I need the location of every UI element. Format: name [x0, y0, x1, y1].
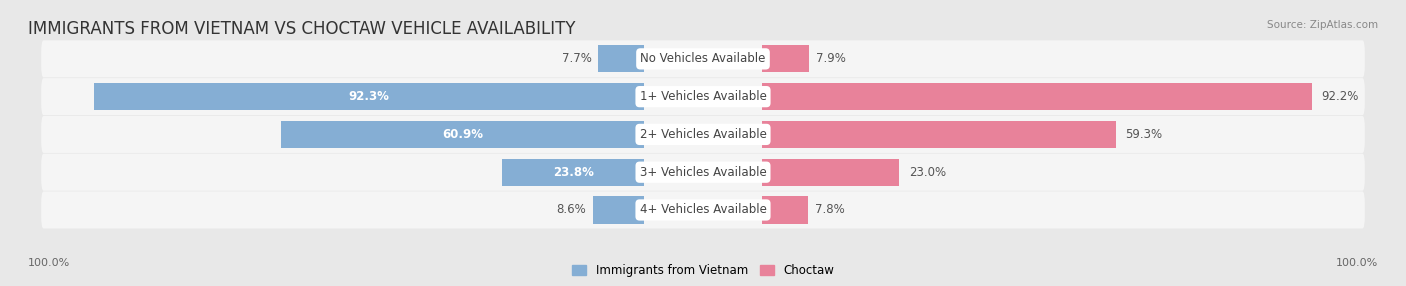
Text: 59.3%: 59.3% — [1125, 128, 1163, 141]
Text: 100.0%: 100.0% — [28, 258, 70, 268]
Text: 23.0%: 23.0% — [908, 166, 946, 179]
Text: 92.2%: 92.2% — [1322, 90, 1360, 103]
Text: 23.8%: 23.8% — [553, 166, 593, 179]
FancyBboxPatch shape — [41, 191, 1365, 229]
Text: 8.6%: 8.6% — [557, 203, 586, 217]
Bar — [593, 196, 644, 224]
Bar — [598, 45, 644, 72]
Text: No Vehicles Available: No Vehicles Available — [640, 52, 766, 65]
Bar — [762, 45, 808, 72]
Text: 7.7%: 7.7% — [561, 52, 592, 65]
Bar — [502, 159, 644, 186]
FancyBboxPatch shape — [41, 154, 1365, 191]
Text: 60.9%: 60.9% — [441, 128, 484, 141]
Bar — [281, 121, 644, 148]
Legend: Immigrants from Vietnam, Choctaw: Immigrants from Vietnam, Choctaw — [572, 264, 834, 277]
Text: 4+ Vehicles Available: 4+ Vehicles Available — [640, 203, 766, 217]
FancyBboxPatch shape — [41, 116, 1365, 153]
Text: Source: ZipAtlas.com: Source: ZipAtlas.com — [1267, 20, 1378, 30]
Text: 2+ Vehicles Available: 2+ Vehicles Available — [640, 128, 766, 141]
Text: IMMIGRANTS FROM VIETNAM VS CHOCTAW VEHICLE AVAILABILITY: IMMIGRANTS FROM VIETNAM VS CHOCTAW VEHIC… — [28, 20, 575, 38]
Text: 7.9%: 7.9% — [815, 52, 845, 65]
Bar — [762, 121, 1115, 148]
Bar — [762, 196, 808, 224]
Text: 100.0%: 100.0% — [1336, 258, 1378, 268]
Bar — [762, 83, 1312, 110]
Text: 3+ Vehicles Available: 3+ Vehicles Available — [640, 166, 766, 179]
Bar — [94, 83, 644, 110]
Text: 1+ Vehicles Available: 1+ Vehicles Available — [640, 90, 766, 103]
Text: 92.3%: 92.3% — [349, 90, 389, 103]
Text: 7.8%: 7.8% — [815, 203, 845, 217]
Bar — [762, 159, 898, 186]
FancyBboxPatch shape — [41, 78, 1365, 115]
FancyBboxPatch shape — [41, 40, 1365, 78]
